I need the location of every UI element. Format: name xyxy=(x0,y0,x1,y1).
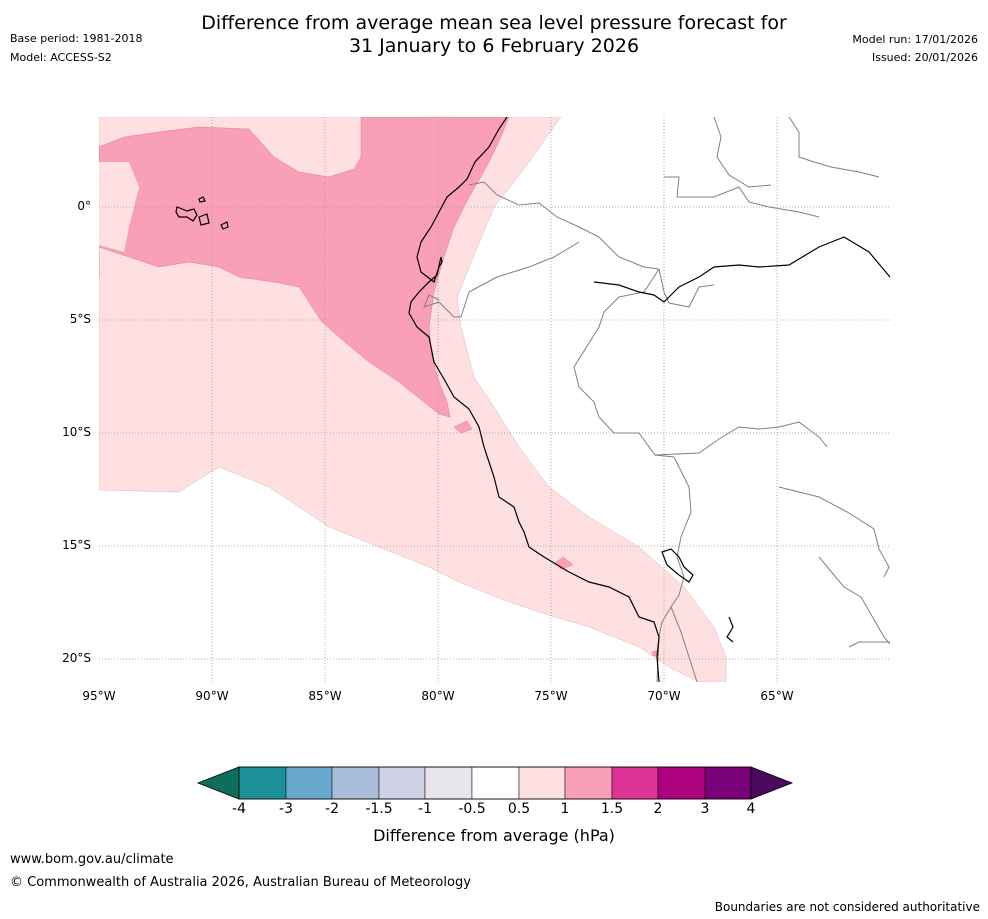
anomaly-region-1-to-1.5 xyxy=(99,117,510,418)
border-south-east xyxy=(848,641,890,648)
border-north-guyana xyxy=(713,117,772,188)
colorbar-tick: 1.5 xyxy=(600,801,624,817)
border-north-suriname xyxy=(788,117,880,178)
coastline-galapagos-2 xyxy=(198,213,210,226)
border-bolivia-brazil xyxy=(654,421,828,456)
border-colombia-brazil xyxy=(658,268,715,308)
border-chile-argentina xyxy=(656,606,672,682)
title-line-1: Difference from average mean sea level p… xyxy=(201,12,787,34)
lat-label-0: 0° xyxy=(77,199,91,213)
colorbar-frame xyxy=(238,766,752,800)
footer-url: www.bom.gov.au/climate xyxy=(10,852,174,867)
colorbar-swatch xyxy=(704,766,752,800)
model-text: Model: ACCESS-S2 xyxy=(10,51,112,64)
colorbar-tick: -1 xyxy=(418,801,432,817)
coastline-amazon-river xyxy=(593,236,890,303)
lon-label-70w: 70°W xyxy=(647,689,681,703)
border-bolivia-east xyxy=(778,486,890,578)
colorbar-high-arrow xyxy=(750,766,794,800)
colorbar-swatch xyxy=(285,766,333,800)
colorbar-low-arrow xyxy=(196,766,240,800)
colorbar-swatch xyxy=(611,766,659,800)
coastline-lake-poopo xyxy=(726,616,734,643)
colorbar-tick: 0.5 xyxy=(507,801,531,817)
border-peru-brazil xyxy=(573,268,660,434)
lon-label-80w: 80°W xyxy=(421,689,455,703)
colorbar-tick: 2 xyxy=(653,801,663,817)
colorbar-tick: 1 xyxy=(560,801,570,817)
colorbar-tick: -2 xyxy=(325,801,339,817)
border-ecuador-colombia xyxy=(468,181,660,270)
anomaly-cutout xyxy=(99,162,139,252)
footer-disclaimer: Boundaries are not considered authoritat… xyxy=(714,900,980,914)
map-svg xyxy=(99,117,890,682)
border-peru-bolivia xyxy=(638,432,698,682)
coastline-lake-titicaca xyxy=(661,548,694,583)
issued-text: Issued: 20/01/2026 xyxy=(871,51,978,64)
colorbar-swatch xyxy=(238,766,287,800)
lon-label-90w: 90°W xyxy=(195,689,229,703)
colorbar-swatch xyxy=(378,766,426,800)
colorbar-tick: -3 xyxy=(279,801,293,817)
colorbar-tick: -0.5 xyxy=(458,801,486,817)
map-panel xyxy=(99,117,890,682)
colorbar-tick: -4 xyxy=(232,801,246,817)
coastline-galapagos-3 xyxy=(220,221,229,230)
border-north-venezuela xyxy=(664,176,820,218)
coastlines xyxy=(175,117,890,682)
coastline-galapagos-4 xyxy=(198,196,206,203)
lat-label-20s: 20°S xyxy=(62,651,91,665)
country-borders xyxy=(423,117,890,682)
colorbar-swatch xyxy=(657,766,706,800)
lon-label-75w: 75°W xyxy=(534,689,568,703)
title-line-2: 31 January to 6 February 2026 xyxy=(348,35,640,57)
border-ecuador-peru xyxy=(423,241,580,318)
footer-copyright: © Commonwealth of Australia 2026, Austra… xyxy=(10,875,471,890)
lon-label-65w: 65°W xyxy=(760,689,794,703)
anomaly-spot-1 xyxy=(453,420,473,434)
lon-label-85w: 85°W xyxy=(308,689,342,703)
colorbar-tick: -1.5 xyxy=(365,801,393,817)
model-run-text: Model run: 17/01/2026 xyxy=(852,33,978,46)
lat-label-15s: 15°S xyxy=(62,538,91,552)
map-title: Difference from average mean sea level p… xyxy=(0,12,988,58)
colorbar-tick: 3 xyxy=(700,801,710,817)
colorbar-swatch xyxy=(471,766,520,800)
border-paraguay xyxy=(818,556,890,645)
coastline-galapagos-1 xyxy=(175,206,198,222)
lat-label-5s: 5°S xyxy=(69,312,91,326)
lon-label-95w: 95°W xyxy=(82,689,116,703)
colorbar-swatch xyxy=(564,766,613,800)
colorbar-title: Difference from average (hPa) xyxy=(373,826,615,845)
coastline-south-america-west xyxy=(408,117,660,682)
graticule xyxy=(99,117,890,682)
colorbar-swatch xyxy=(331,766,380,800)
colorbar-tick: 4 xyxy=(746,801,756,817)
lat-label-10s: 10°S xyxy=(62,425,91,439)
colorbar-swatch xyxy=(424,766,473,800)
colorbar xyxy=(196,766,794,800)
colorbar-swatch xyxy=(518,766,566,800)
base-period-text: Base period: 1981-2018 xyxy=(10,32,143,45)
